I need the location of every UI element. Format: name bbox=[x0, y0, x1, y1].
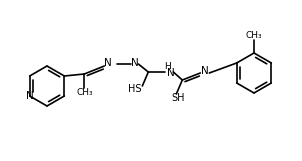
Text: N: N bbox=[104, 58, 112, 68]
Text: CH₃: CH₃ bbox=[246, 30, 262, 39]
Text: H: H bbox=[164, 62, 171, 71]
Text: SH: SH bbox=[172, 93, 185, 103]
Text: N: N bbox=[201, 66, 209, 76]
Text: N: N bbox=[26, 91, 34, 101]
Text: N: N bbox=[131, 58, 139, 68]
Text: HS: HS bbox=[127, 84, 141, 94]
Text: N: N bbox=[167, 68, 175, 78]
Text: CH₃: CH₃ bbox=[76, 87, 93, 96]
